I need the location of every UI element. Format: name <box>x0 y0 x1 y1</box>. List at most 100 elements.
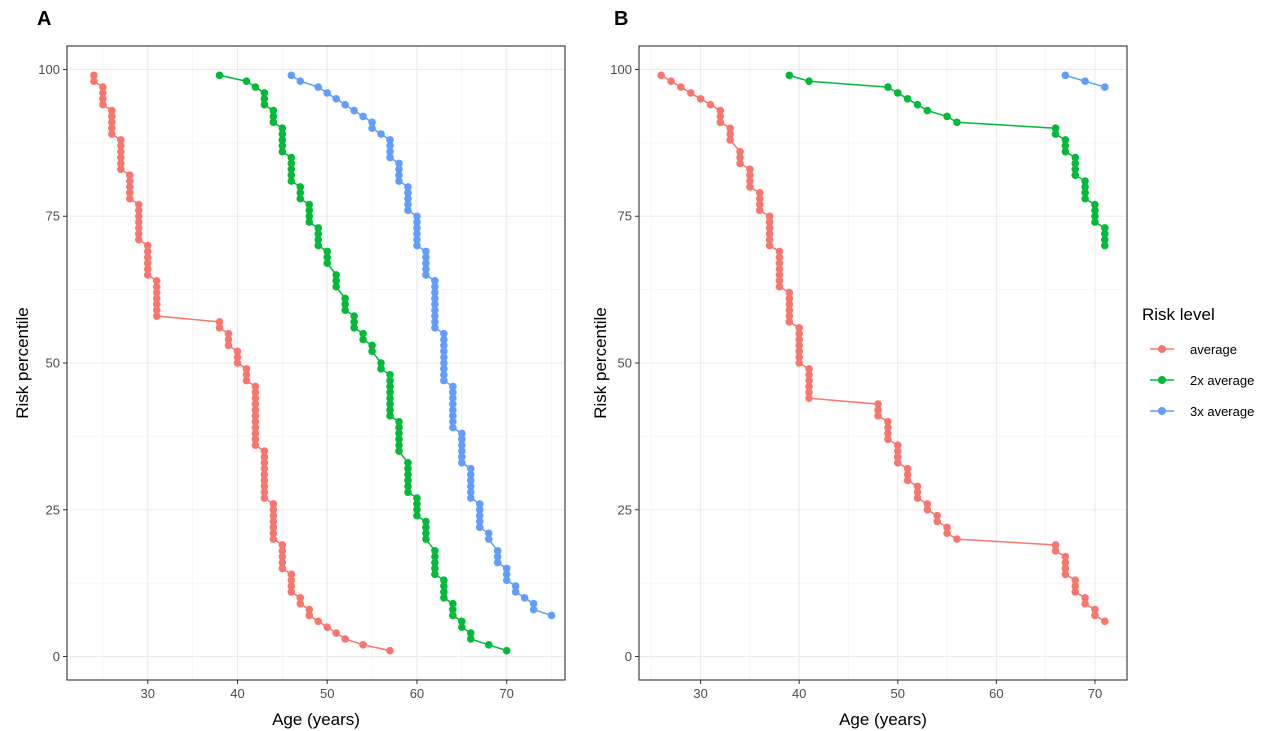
data-point <box>359 335 367 344</box>
data-point <box>893 89 902 97</box>
data-point <box>1081 594 1089 602</box>
x-tick-label: 60 <box>989 686 1003 701</box>
data-point <box>795 335 803 344</box>
data-point <box>765 212 774 221</box>
panel-tag: B <box>614 8 628 30</box>
data-point <box>884 429 892 438</box>
data-point <box>377 365 385 373</box>
data-point <box>502 570 511 579</box>
data-point <box>1101 230 1109 238</box>
data-point <box>431 277 439 285</box>
data-point <box>736 147 744 156</box>
data-point <box>884 435 892 444</box>
data-point <box>278 124 287 132</box>
data-point <box>484 535 493 543</box>
data-point <box>440 365 448 373</box>
data-point <box>466 629 475 637</box>
data-point <box>314 83 323 91</box>
data-point <box>484 640 493 649</box>
data-point <box>404 464 412 473</box>
data-point <box>466 470 475 479</box>
data-point <box>404 200 412 209</box>
data-point <box>431 570 439 579</box>
data-point <box>404 459 412 467</box>
data-point <box>152 306 161 314</box>
data-point <box>440 341 448 350</box>
data-point <box>260 494 269 502</box>
data-point <box>395 447 403 455</box>
data-point <box>395 177 403 185</box>
data-point <box>117 165 125 174</box>
data-point <box>215 323 224 332</box>
data-point <box>395 159 403 168</box>
data-point <box>233 353 242 361</box>
data-point <box>677 83 685 91</box>
data-point <box>314 230 323 238</box>
data-point <box>1091 200 1099 209</box>
data-point <box>305 206 314 215</box>
data-point <box>143 259 152 268</box>
data-point <box>260 459 269 467</box>
data-point <box>251 400 260 408</box>
data-point <box>386 400 394 408</box>
data-point <box>484 529 493 538</box>
data-point <box>296 77 305 86</box>
data-point <box>893 459 902 467</box>
legend-key-point <box>1158 376 1166 384</box>
data-point <box>413 500 421 508</box>
data-point <box>386 388 394 397</box>
data-point <box>1051 130 1060 138</box>
data-point <box>1061 71 1070 80</box>
data-point <box>152 288 161 297</box>
data-point <box>99 95 107 103</box>
data-point <box>386 370 394 379</box>
data-point <box>755 200 764 209</box>
data-point <box>422 529 430 538</box>
data-point <box>413 218 421 226</box>
data-point <box>260 488 269 496</box>
data-point <box>431 282 439 291</box>
data-point <box>152 277 161 285</box>
data-point <box>278 136 287 144</box>
data-point <box>278 564 287 573</box>
data-point <box>386 394 394 403</box>
data-point <box>1071 171 1080 179</box>
data-point <box>314 235 323 244</box>
data-point <box>1061 570 1070 579</box>
data-point <box>795 359 803 367</box>
y-tick-label: 100 <box>610 62 632 77</box>
data-point <box>475 511 484 520</box>
data-point <box>449 394 457 403</box>
data-point <box>368 341 376 350</box>
data-point <box>323 253 332 262</box>
data-point <box>431 547 439 555</box>
data-point <box>1071 165 1080 174</box>
data-point <box>440 588 448 596</box>
data-point <box>287 71 296 80</box>
legend-label: 3x average <box>1190 404 1254 419</box>
data-point <box>260 100 269 109</box>
data-point <box>431 300 439 309</box>
x-tick-label: 50 <box>891 686 905 701</box>
data-point <box>413 230 421 238</box>
data-point <box>1061 147 1070 156</box>
data-point <box>1061 142 1070 150</box>
data-point <box>395 423 403 432</box>
data-point <box>287 171 296 179</box>
data-point <box>903 95 912 103</box>
data-point <box>1101 617 1109 626</box>
data-point <box>795 341 803 350</box>
data-point <box>251 412 260 420</box>
legend-title: Risk level <box>1142 305 1215 324</box>
data-point <box>359 112 367 121</box>
data-point <box>440 582 448 590</box>
data-point <box>1101 224 1109 232</box>
data-point <box>449 423 457 432</box>
y-tick-label: 25 <box>46 502 60 517</box>
legend-key-point <box>1158 345 1166 353</box>
data-point <box>893 441 902 449</box>
data-point <box>449 388 457 397</box>
data-point <box>143 265 152 273</box>
data-point <box>269 517 278 526</box>
data-point <box>386 406 394 414</box>
